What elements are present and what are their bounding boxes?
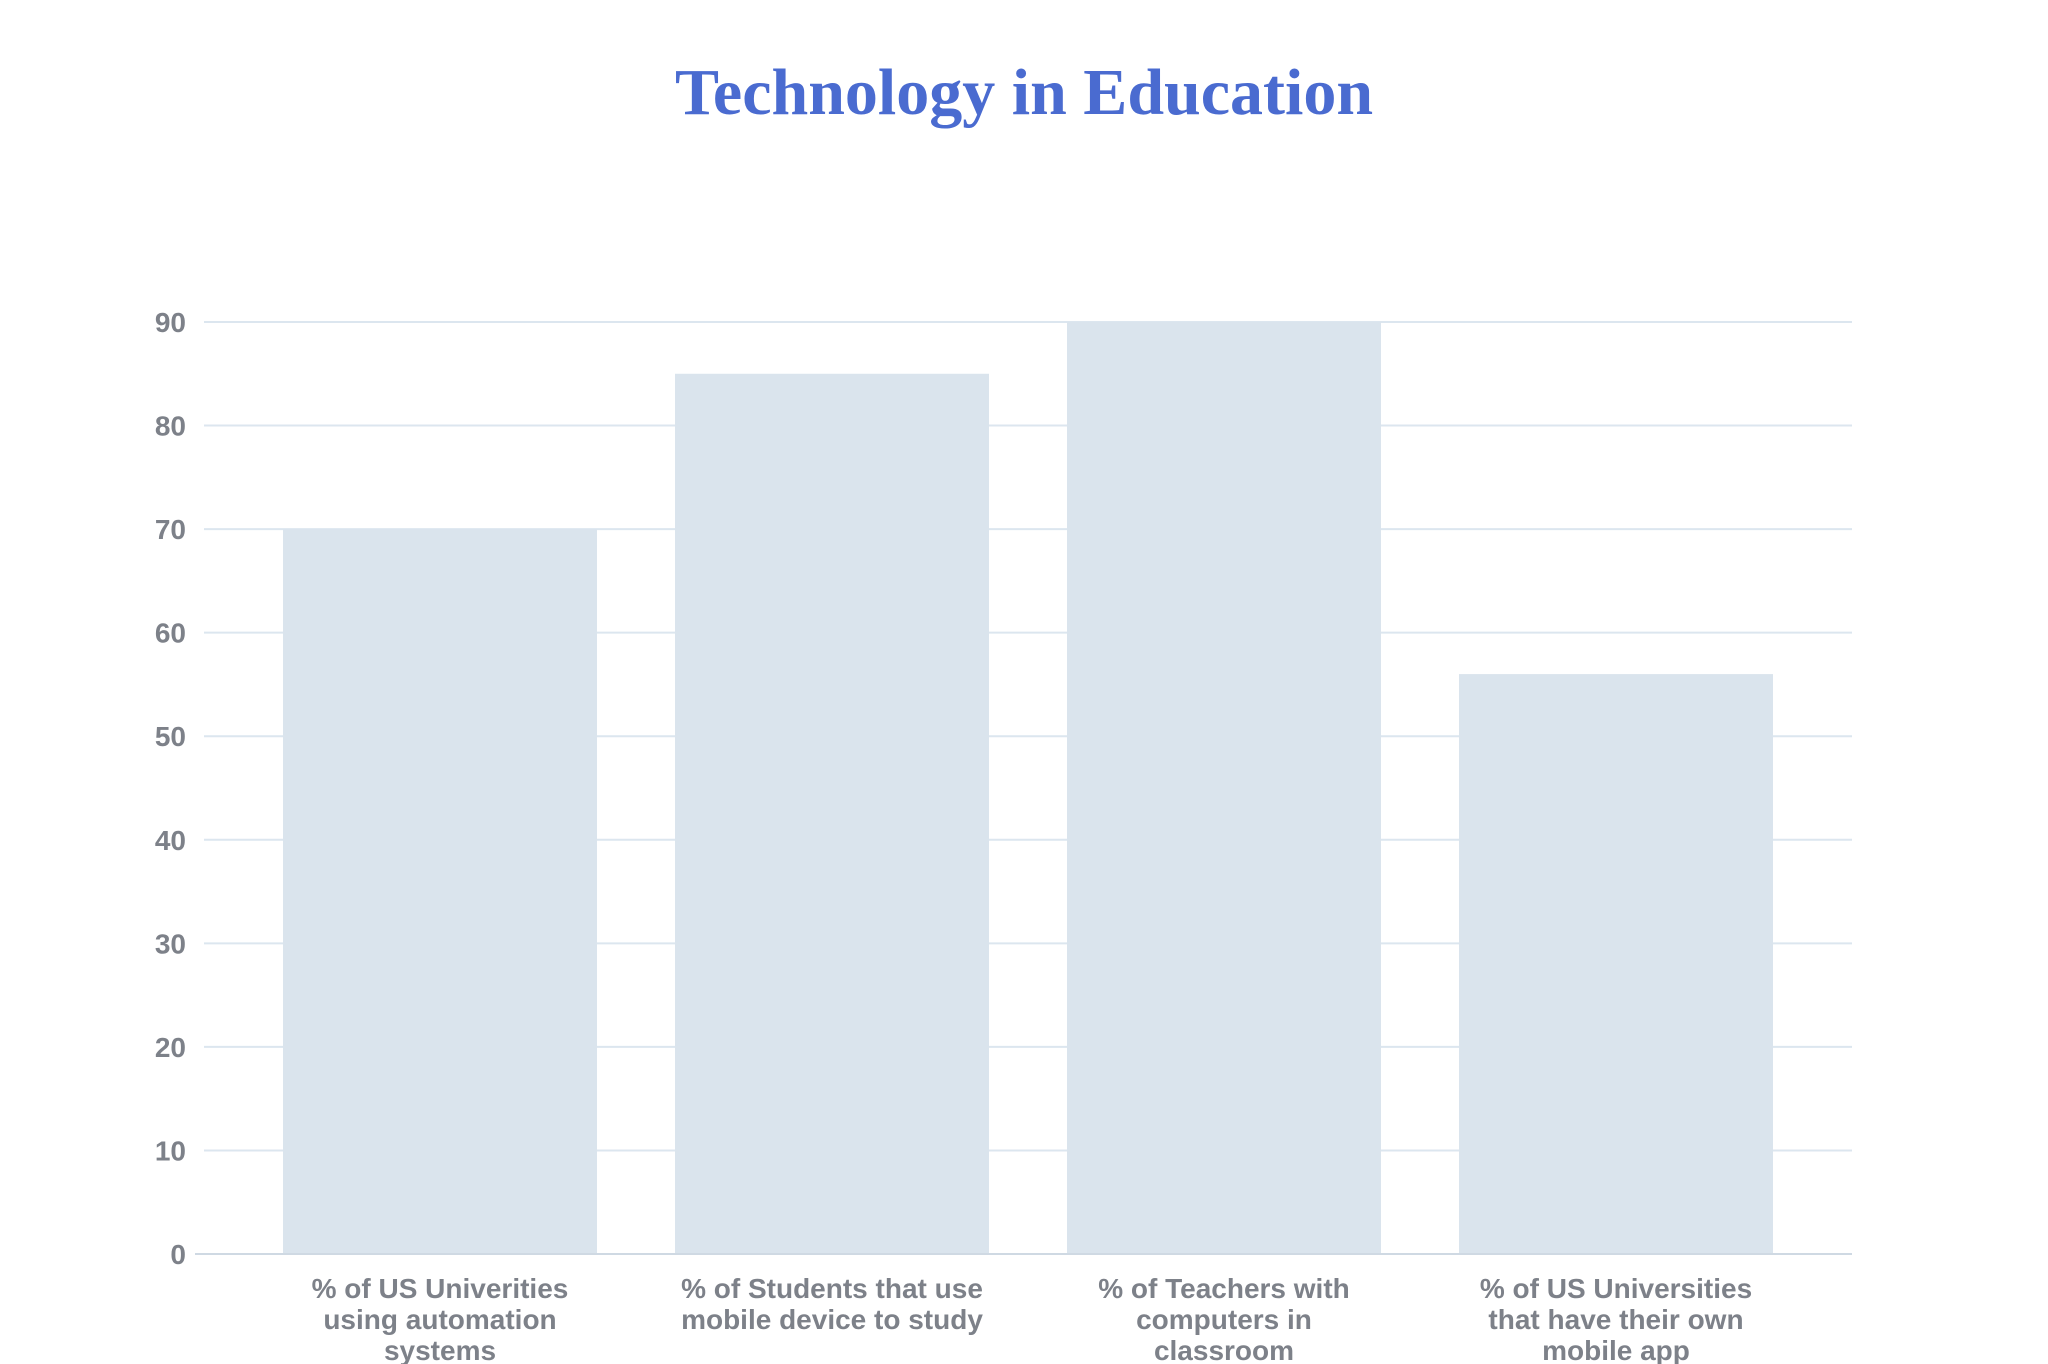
x-category-label: % of Students that use mobile device to s… [681, 1273, 983, 1335]
bars [283, 322, 1773, 1253]
x-category-label-line: mobile app [1542, 1335, 1690, 1364]
y-tick-label: 50 [155, 721, 186, 752]
x-category-label-line: % of Students that use [681, 1273, 983, 1304]
chart-title: Technology in Education [674, 56, 1374, 129]
y-tick-label: 20 [155, 1032, 186, 1063]
x-category-label-line: mobile device to study [681, 1304, 983, 1335]
y-tick-label: 40 [155, 825, 186, 856]
bar-2 [1067, 322, 1381, 1253]
y-tick-label: 0 [170, 1239, 186, 1270]
x-category-label: % of US Univerities using automation syste… [312, 1273, 569, 1364]
bar-0 [283, 529, 597, 1253]
y-tick-label: 10 [155, 1135, 186, 1166]
y-axis-ticks: 0 10 20 30 40 50 60 70 80 90 [155, 307, 186, 1270]
y-tick-label: 80 [155, 411, 186, 442]
y-tick-label: 70 [155, 514, 186, 545]
x-axis-labels: % of US Univerities using automation syste… [312, 1273, 1753, 1364]
y-tick-label: 90 [155, 307, 186, 338]
x-category-label-line: % of US Universities [1480, 1273, 1752, 1304]
x-category-label-line: classroom [1154, 1335, 1294, 1364]
y-tick-label: 60 [155, 618, 186, 649]
x-category-label-line: % of US Univerities [312, 1273, 569, 1304]
bar-1 [675, 373, 989, 1253]
x-category-label-line: using automation [323, 1304, 556, 1335]
x-category-label: % of US Universities that have their own m… [1480, 1273, 1752, 1364]
y-tick-label: 30 [155, 928, 186, 959]
bar-3 [1459, 674, 1773, 1253]
x-category-label-line: systems [384, 1335, 496, 1364]
x-category-label-line: % of Teachers with [1098, 1273, 1350, 1304]
x-category-label: % of Teachers with computers in classroom [1098, 1273, 1350, 1364]
x-category-label-line: computers in [1136, 1304, 1312, 1335]
x-category-label-line: that have their own [1488, 1304, 1743, 1335]
